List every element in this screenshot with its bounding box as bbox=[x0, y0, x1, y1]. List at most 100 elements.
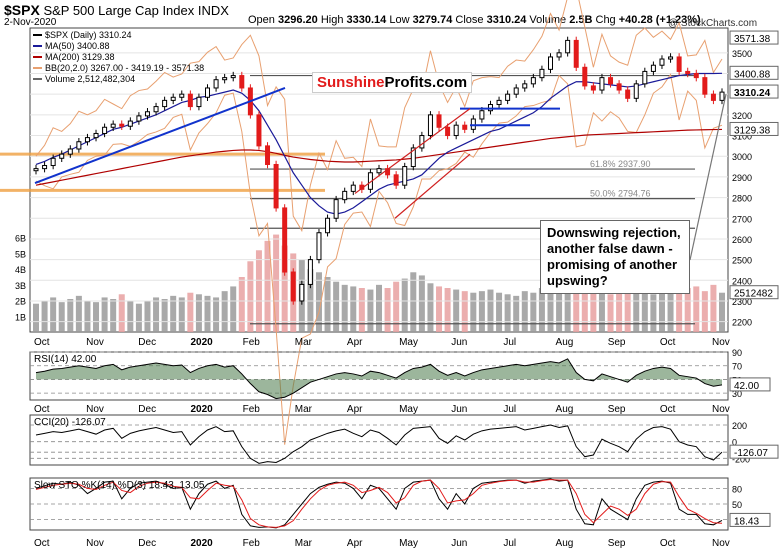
price-level-value: 3129.38 bbox=[734, 125, 771, 136]
candle-body bbox=[144, 111, 150, 117]
rsi-last-tag bbox=[729, 377, 771, 392]
candle-body bbox=[693, 72, 699, 79]
volume-bar bbox=[350, 286, 357, 332]
volume-tick-label: 5B bbox=[15, 249, 26, 259]
cci-tick-label: 0 bbox=[732, 438, 737, 448]
candle-body bbox=[453, 124, 459, 137]
volume-bar bbox=[538, 288, 545, 332]
volume-bar bbox=[633, 289, 640, 332]
low-value: 3279.74 bbox=[412, 14, 453, 26]
candle-body bbox=[170, 96, 176, 101]
sto-tick-label: 80 bbox=[732, 484, 742, 494]
open-label: Open bbox=[248, 14, 275, 26]
volume-bar bbox=[333, 281, 340, 332]
candle-body bbox=[625, 89, 631, 99]
cci-tick-label: -200 bbox=[732, 454, 750, 464]
x-tick-label: Feb bbox=[243, 337, 261, 348]
volume-bar bbox=[58, 302, 65, 332]
candle-body bbox=[393, 174, 399, 186]
candle-body bbox=[633, 83, 639, 99]
volume-value: 2.5B bbox=[569, 14, 593, 26]
volume-bar bbox=[478, 291, 485, 332]
sto-d-line bbox=[35, 479, 723, 528]
volume-bar bbox=[530, 292, 537, 332]
volume-tick-label: 6B bbox=[15, 234, 26, 244]
x-tick-label: Apr bbox=[347, 538, 363, 549]
volume-bar bbox=[581, 284, 588, 332]
candle-body bbox=[599, 77, 605, 91]
volume-bar bbox=[93, 302, 100, 332]
candle-body bbox=[513, 87, 519, 95]
x-tick-label: Apr bbox=[347, 337, 363, 348]
volume-bar bbox=[667, 292, 674, 332]
volume-bar bbox=[410, 272, 417, 332]
volume-bar bbox=[204, 295, 211, 332]
candle-body bbox=[470, 118, 476, 130]
ma200-line bbox=[35, 128, 723, 186]
candle-body bbox=[556, 52, 562, 58]
bollinger-upper bbox=[35, 0, 723, 233]
candle-body bbox=[573, 39, 579, 68]
volume-bar bbox=[84, 300, 91, 332]
candle-body bbox=[316, 232, 322, 261]
cci-last-value: -126.07 bbox=[734, 448, 768, 459]
x-tick-label: Aug bbox=[556, 337, 574, 348]
volume-tick-label: 1B bbox=[15, 312, 26, 322]
volume-bar bbox=[564, 289, 571, 332]
x-tick-label: Jun bbox=[451, 337, 467, 348]
volume-bar bbox=[195, 294, 202, 332]
price-tick-label: 2900 bbox=[732, 173, 752, 183]
candle-body bbox=[179, 93, 185, 98]
low-label: Low bbox=[389, 14, 410, 26]
candle-body bbox=[539, 68, 545, 79]
x-tick-label: Nov bbox=[86, 538, 104, 549]
candle-body bbox=[59, 153, 65, 159]
candle-body bbox=[719, 91, 725, 101]
volume-bar bbox=[221, 291, 228, 332]
sto-last-value: 18.43 bbox=[734, 516, 759, 527]
x-tick-label: Dec bbox=[138, 538, 156, 549]
price-tick-label: 2700 bbox=[732, 214, 752, 224]
x-tick-label: Nov bbox=[86, 404, 104, 415]
x-tick-label: Nov bbox=[712, 404, 730, 415]
legend-entry: Volume 2,512,482,304 bbox=[45, 74, 135, 84]
x-tick-label: Dec bbox=[138, 337, 156, 348]
rsi-fill bbox=[36, 358, 722, 399]
price-tick-label: 3000 bbox=[732, 152, 752, 162]
volume-bar bbox=[616, 292, 623, 332]
volume-bar bbox=[693, 286, 700, 332]
sto-title: Slow STO %K(14) %D(3) 18.43, 13.05 bbox=[34, 480, 205, 491]
fib-level-label: 50.0% 2794.76 bbox=[590, 189, 651, 199]
watermark: @ StockCharts.com bbox=[668, 18, 758, 29]
volume-bar bbox=[101, 297, 108, 332]
candle-body bbox=[419, 135, 425, 149]
volume-bar bbox=[170, 295, 177, 332]
candle-body bbox=[668, 56, 674, 60]
volume-bar bbox=[315, 272, 322, 332]
volume-bar bbox=[590, 288, 597, 332]
x-tick-label: Jul bbox=[503, 538, 516, 549]
sto-last-tag bbox=[729, 512, 771, 527]
sto-tick-label: 50 bbox=[732, 500, 742, 510]
open-value: 3296.20 bbox=[277, 14, 318, 26]
candle-body bbox=[102, 126, 108, 134]
x-tick-label: Oct bbox=[660, 404, 676, 415]
volume-bar bbox=[281, 245, 288, 332]
candle-body bbox=[196, 96, 202, 108]
candle-body bbox=[530, 77, 536, 85]
legend-entry: BB(20,2.0) 3267.00 - 3419.19 - 3571.38 bbox=[45, 63, 204, 73]
legend-entry: MA(50) 3400.88 bbox=[45, 41, 110, 51]
candle-body bbox=[445, 126, 451, 137]
volume-bar bbox=[264, 240, 271, 332]
candle-body bbox=[582, 66, 588, 87]
candle-body bbox=[505, 93, 511, 101]
cci-tick-label: 200 bbox=[732, 421, 747, 431]
candle-body bbox=[307, 259, 313, 285]
price-level-tag bbox=[729, 30, 779, 45]
candle-body bbox=[136, 115, 142, 122]
volume-bar bbox=[393, 281, 400, 332]
volume-bar bbox=[135, 303, 142, 332]
price-level-value: 3571.38 bbox=[734, 34, 771, 45]
volume-bar bbox=[341, 284, 348, 332]
volume-bar bbox=[50, 297, 57, 332]
